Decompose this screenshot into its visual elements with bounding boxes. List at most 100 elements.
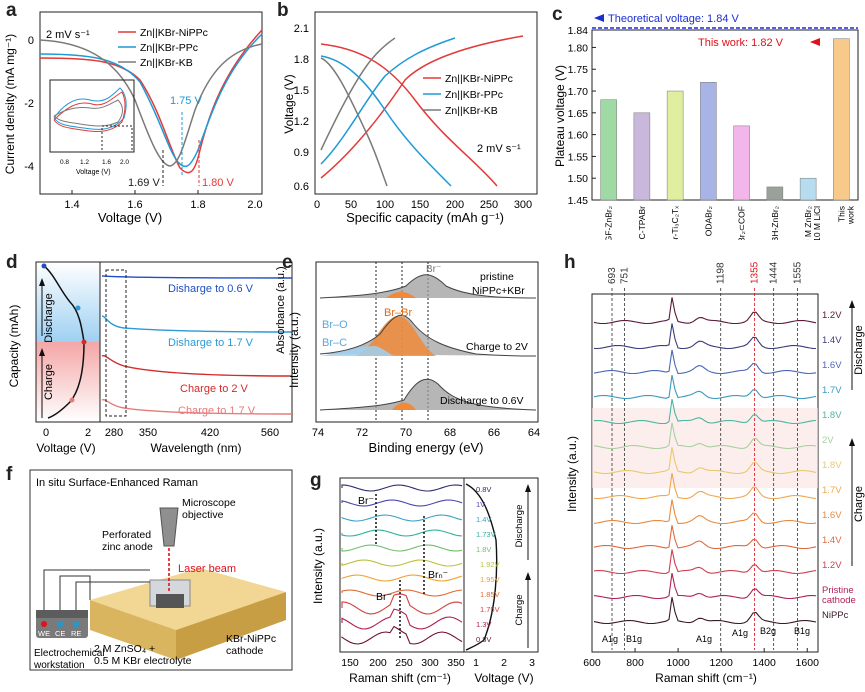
h-spectrum (593, 597, 817, 625)
h-peak-label: 1355 (750, 261, 761, 284)
h-right-label: 1.4V (822, 535, 842, 546)
raman-high-chart: 693 751 1198 1355 1444 1555 1.2V1.4V1.6V1.7V1… (565, 261, 865, 685)
a-yticks: 0 -2 -4 (24, 35, 34, 173)
g-volt-label: 1.3V (476, 620, 491, 629)
c-ytick: 1.50 (568, 173, 589, 185)
a-legend-kb: Zn||KBr-KB (140, 57, 193, 69)
c-xlabel: Thiswork (836, 205, 855, 225)
h-right-label-line: 1.4V (822, 535, 842, 546)
a-xtick: 1.6 (127, 199, 142, 211)
f-microscope-line: Microscope (182, 497, 236, 509)
g-volt-label: 1.75V (480, 605, 500, 614)
c-bar (600, 99, 617, 201)
h-charge-arrowhead (849, 438, 855, 446)
b-discharge-kb (320, 57, 388, 187)
h-xtick: 1600 (796, 657, 820, 669)
f-we: WE (38, 629, 50, 638)
g-xtick: 350 (447, 657, 465, 669)
a-rate: 2 mV s⁻¹ (46, 29, 90, 41)
panel-label-c: c (552, 4, 563, 25)
f-microscope: Microscope objective (182, 497, 236, 521)
a-curve-nippc (39, 29, 263, 174)
h-spectrum (593, 323, 817, 350)
g-xlabel-right: Voltage (V) (474, 671, 533, 685)
g-discharge-arrowhead (525, 484, 531, 492)
g-spectrum (341, 499, 463, 507)
c-xlabel-line: NGF-ZnBr₂ (604, 206, 614, 240)
d-xtick-right: 560 (261, 427, 279, 439)
panel-label-d: d (6, 252, 18, 273)
f-ce-dot (57, 621, 63, 627)
g-volt-label: 1.8V (476, 545, 491, 554)
h-right-label: 1.8V (822, 460, 842, 471)
e-peak-charge-bro (320, 346, 394, 356)
b-xtick: 150 (411, 199, 429, 211)
e-xtick: 74 (312, 427, 324, 439)
panel-d: d Discharge Charge Disharge to 0.6 V Dis… (0, 250, 300, 465)
b-discharge-ppc (320, 55, 452, 187)
f-wire-re (75, 581, 150, 610)
g-spectrum (341, 559, 463, 567)
h-spectrum (593, 374, 817, 400)
c-xlabel: C-20 M ZnBr₂+10 M LiCl (803, 206, 822, 240)
b-charge-kb (320, 37, 396, 151)
h-right-label: 1.2V (822, 310, 842, 321)
h-right-label: 1.7V (822, 485, 842, 496)
c-ytick: 1.65 (568, 108, 589, 120)
c-xlabel: Br₂⊂COF (737, 206, 747, 240)
h-right-label-line: 1.8V (822, 460, 842, 471)
c-bar (799, 177, 817, 201)
c-ytick: 1.84 (568, 25, 589, 37)
e-xtick: 72 (356, 427, 368, 439)
uv-vis-chart: Discharge Charge Disharge to 0.6 V Disha… (7, 261, 293, 455)
f-cell-front (90, 600, 176, 660)
e-ylabel: Intensity (a.u.) (287, 312, 301, 388)
g-volt-label: 1.95V (480, 575, 500, 584)
panel-label-e: e (282, 252, 293, 273)
c-ytick: 1.75 (568, 64, 589, 76)
c-xlabel-line: ODABr₂ (703, 206, 713, 236)
e-peak-discharge (320, 379, 536, 410)
h-right-label: 1.8V (822, 410, 842, 421)
c-this-work-arrow (810, 38, 820, 46)
g-xtick: 300 (421, 657, 439, 669)
panel-label-h: h (564, 252, 576, 273)
h-xtick: 1000 (666, 657, 690, 669)
e-br-br: Br–Br (384, 307, 412, 319)
h-spectrum (593, 398, 817, 425)
h-right-label: NiPPc (822, 610, 849, 621)
a-curve-ppc (39, 33, 263, 168)
c-xlabel-line: Br-Ti₃C₂Tₓ (670, 206, 680, 240)
b-legend-ppc: Zn||KBr-PPc (445, 89, 503, 101)
g-br-bottom: Br⁻ (376, 591, 392, 603)
h-spectra (593, 297, 817, 625)
d-spectrum-ch17 (101, 399, 293, 415)
g-volt-label: 1.4V (476, 515, 491, 524)
c-xlabel: ODABr₂ (703, 206, 713, 236)
panel-label-g: g (310, 470, 322, 491)
c-theoretical-arrow (594, 14, 604, 22)
f-wire-we (43, 569, 150, 610)
panel-label-a: a (6, 0, 17, 21)
e-charge: Charge to 2V (466, 341, 528, 353)
d-highlight-box (105, 269, 127, 417)
h-xticks: 600 800 1000 1200 1400 1600 (583, 648, 819, 669)
a-legend-ppc: Zn||KBr-PPc (140, 42, 198, 54)
c-xlabel: C-TPABr (637, 206, 647, 240)
h-spectrum (593, 297, 817, 325)
a-curve-kb (39, 39, 263, 167)
h-spectrum (593, 422, 817, 450)
a-xtick: 1.8 (190, 199, 205, 211)
d-charge-text: Charge (43, 364, 55, 400)
c-xlabels: NGF-ZnBr₂ C-TPABr Br-Ti₃C₂Tₓ ODABr₂ Br₂⊂COF S… (604, 205, 856, 262)
h-right-labels: 1.2V 1.4V 1.6V 1.7V 1.8V 2V 1.8V 1.7V 1.6V 1.4V 1.… (822, 310, 856, 621)
a-inset-xtick: 1.2 (80, 159, 89, 166)
h-peak-label: 1444 (769, 261, 780, 284)
b-xtick: 200 (446, 199, 464, 211)
h-mode: B1g (794, 626, 810, 636)
g-volt-label: 1.85V (480, 590, 500, 599)
d-point-ch2 (81, 339, 87, 345)
g-charge-arrowhead (525, 572, 531, 580)
panel-f: f In situ Surface-Enhanced Raman Microsc… (0, 460, 300, 687)
d-spectrum-dis17 (101, 315, 293, 333)
